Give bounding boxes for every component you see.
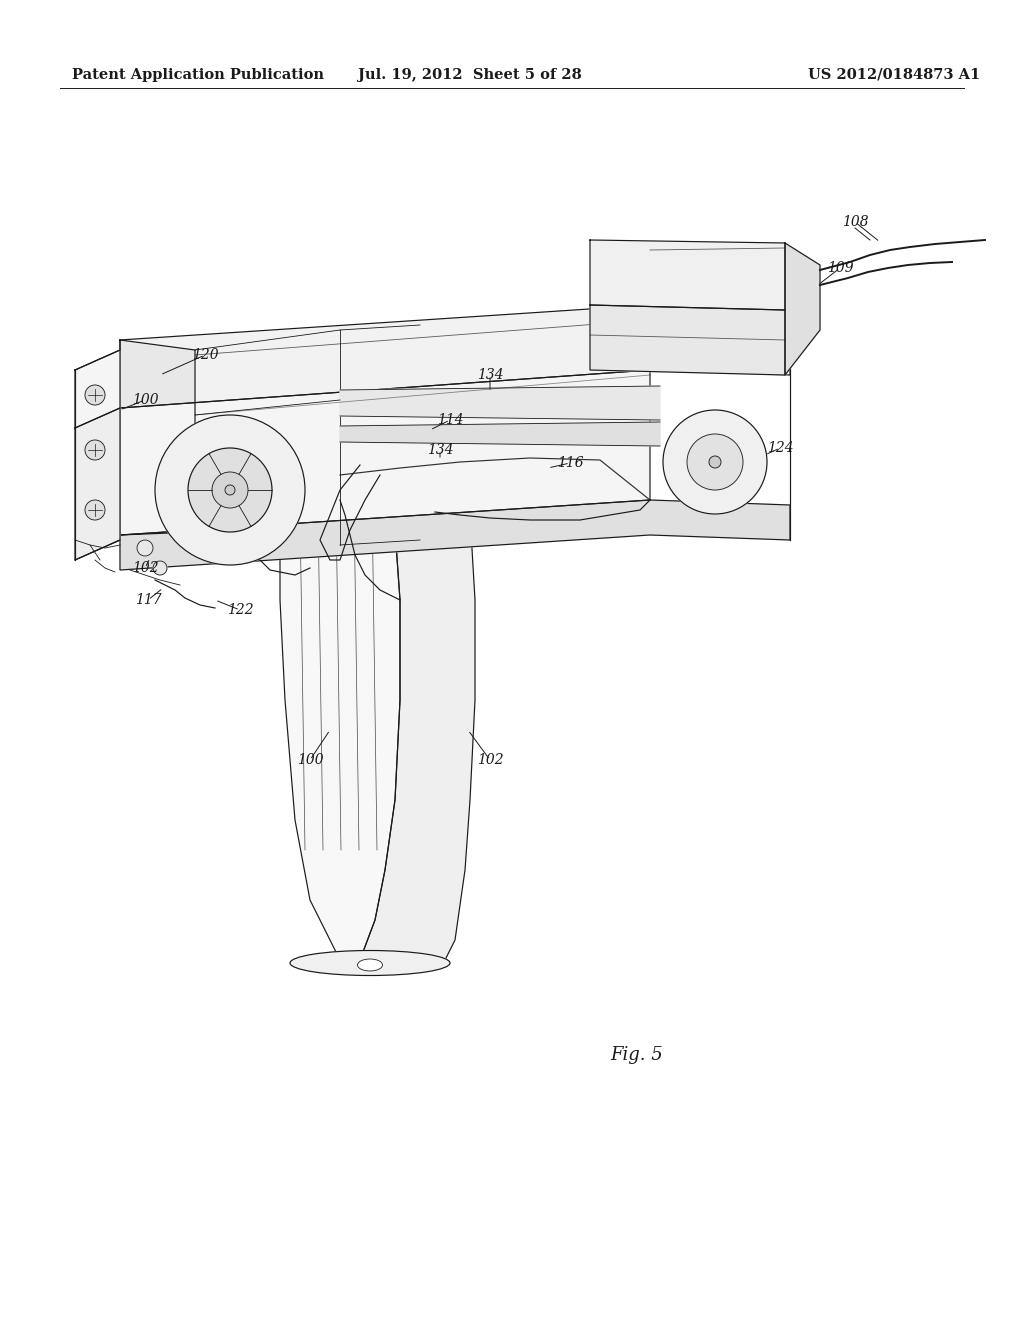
Text: 100: 100 <box>297 752 324 767</box>
Text: 116: 116 <box>557 455 584 470</box>
Circle shape <box>137 540 153 556</box>
Text: 117: 117 <box>135 593 162 607</box>
Polygon shape <box>785 243 820 375</box>
Text: Jul. 19, 2012  Sheet 5 of 28: Jul. 19, 2012 Sheet 5 of 28 <box>358 69 582 82</box>
Ellipse shape <box>357 960 383 972</box>
Ellipse shape <box>290 950 450 975</box>
Circle shape <box>687 434 743 490</box>
Text: 120: 120 <box>191 348 218 362</box>
Polygon shape <box>360 515 475 960</box>
Text: Fig. 5: Fig. 5 <box>610 1045 663 1064</box>
Text: 102: 102 <box>132 561 159 576</box>
Circle shape <box>225 484 234 495</box>
Text: 124: 124 <box>767 441 794 455</box>
Circle shape <box>663 411 767 513</box>
Text: 102: 102 <box>477 752 504 767</box>
Text: US 2012/0184873 A1: US 2012/0184873 A1 <box>808 69 980 82</box>
Polygon shape <box>590 305 785 375</box>
Text: 109: 109 <box>826 261 853 275</box>
Circle shape <box>212 473 248 508</box>
Circle shape <box>85 440 105 459</box>
Circle shape <box>153 561 167 576</box>
Polygon shape <box>340 385 660 420</box>
Polygon shape <box>280 475 400 960</box>
Polygon shape <box>75 350 120 428</box>
Circle shape <box>188 447 272 532</box>
Polygon shape <box>120 500 790 570</box>
Polygon shape <box>75 408 120 560</box>
Text: 134: 134 <box>477 368 504 381</box>
Text: Patent Application Publication: Patent Application Publication <box>72 69 324 82</box>
Text: 122: 122 <box>226 603 253 616</box>
Polygon shape <box>340 422 660 446</box>
Polygon shape <box>120 370 650 535</box>
Circle shape <box>155 414 305 565</box>
Polygon shape <box>120 305 790 408</box>
Circle shape <box>85 385 105 405</box>
Text: 100: 100 <box>132 393 159 407</box>
Text: 114: 114 <box>436 413 463 426</box>
Circle shape <box>709 455 721 469</box>
Polygon shape <box>120 341 195 535</box>
Text: 134: 134 <box>427 444 454 457</box>
Circle shape <box>85 500 105 520</box>
Text: 108: 108 <box>842 215 868 228</box>
Polygon shape <box>590 240 785 310</box>
